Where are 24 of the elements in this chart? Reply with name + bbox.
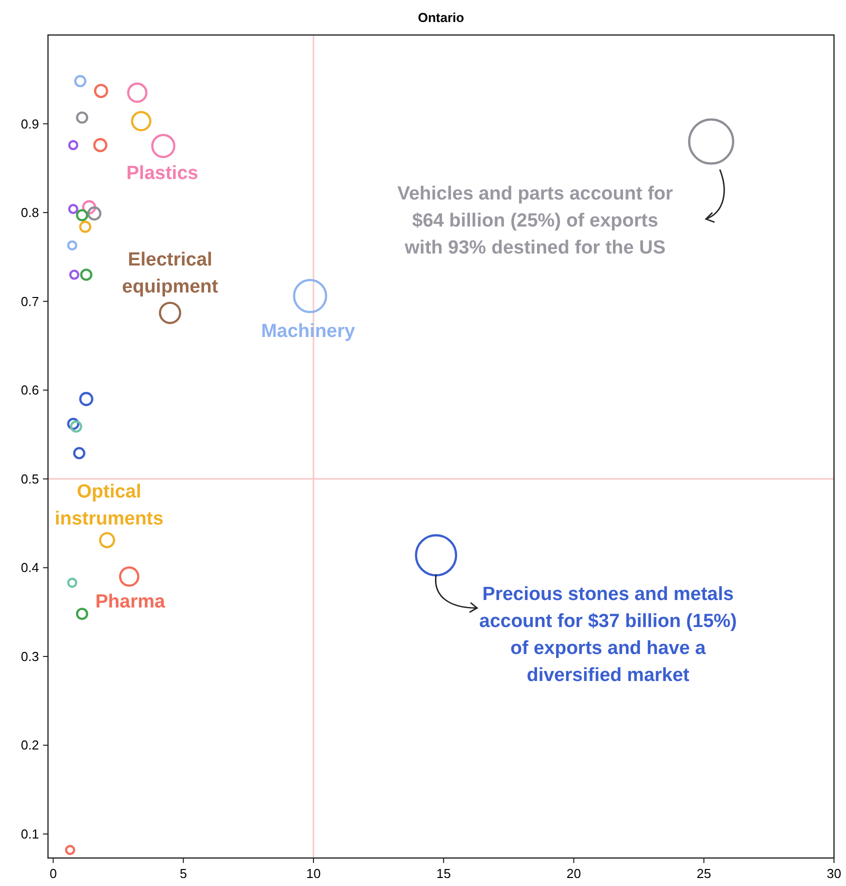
y-tick-label: 0.8 (20, 205, 39, 220)
y-tick-label: 0.5 (20, 471, 39, 486)
y-tick-label: 0.2 (20, 738, 39, 753)
y-tick-label: 0.3 (20, 648, 39, 664)
y-tick-label: 0.7 (20, 294, 39, 309)
x-tick-label: 25 (696, 866, 712, 881)
annotation: Plastics (126, 162, 198, 184)
x-tick-label: 15 (436, 866, 451, 881)
annotation: Vehicles and parts account for $64 billion (25%) of exports with 93% destined for the US (397, 184, 674, 259)
annotation: Optical instruments (54, 482, 164, 530)
x-tick-label: 30 (826, 866, 842, 881)
chart-title: Ontario (418, 10, 464, 25)
y-tick-label: 0.9 (20, 116, 39, 132)
x-tick-label: 0 (50, 866, 57, 881)
annotation: Machinery (261, 321, 356, 342)
annotation: Pharma (95, 592, 166, 613)
y-tick-label: 0.1 (20, 826, 39, 842)
y-tick-label: 0.6 (20, 382, 39, 398)
annotation: Precious stones and metals account for $37 billion (15%) of exports and have a diversified market (479, 584, 737, 686)
x-tick-label: 10 (306, 866, 321, 881)
annotation: Electrical equipment (122, 249, 219, 298)
x-tick-label: 20 (566, 866, 581, 881)
y-tick-label: 0.4 (20, 560, 39, 576)
x-tick-label: 5 (180, 866, 187, 881)
